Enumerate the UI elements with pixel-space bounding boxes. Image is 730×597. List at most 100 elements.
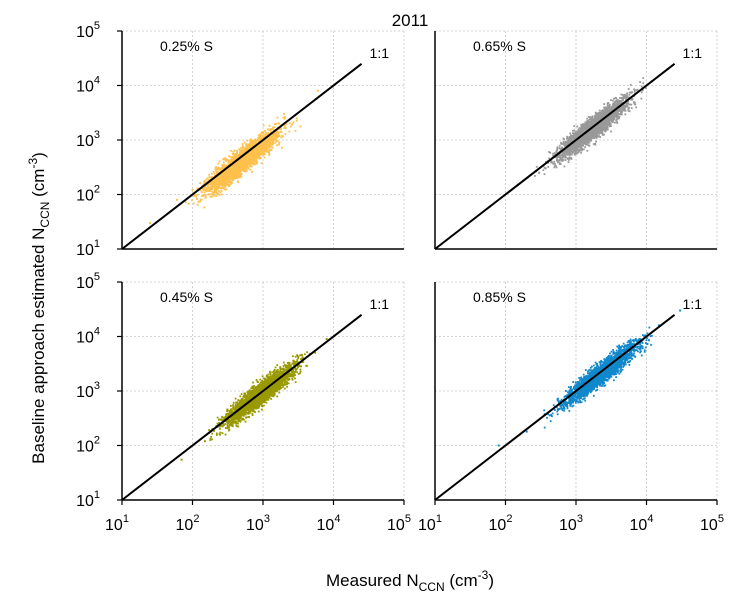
scatter-point [642, 82, 645, 85]
scatter-point [557, 154, 559, 157]
scatter-point [225, 182, 228, 185]
scatter-point [235, 165, 238, 168]
scatter-point [241, 165, 244, 168]
scatter-point [575, 145, 578, 147]
y-tick-label: 104 [76, 75, 100, 96]
scatter-point [634, 89, 636, 92]
scatter-point [586, 119, 589, 122]
scatter-point [256, 154, 259, 157]
scatter-point [609, 125, 612, 128]
scatter-point [242, 149, 245, 152]
scatter-point [239, 153, 241, 155]
scatter-point [234, 172, 236, 174]
scatter-point [237, 163, 240, 165]
scatter-point [610, 130, 612, 133]
scatter-point [561, 152, 564, 155]
scatter-point [254, 154, 257, 157]
scatter-point [241, 143, 244, 146]
scatter-point [273, 138, 275, 141]
scatter-point [587, 116, 590, 118]
scatter-point [568, 157, 571, 160]
scatter-point [610, 114, 613, 117]
scatter-point [615, 104, 618, 106]
scatter-point [272, 133, 275, 136]
scatter-point [256, 156, 259, 159]
scatter-point [222, 173, 225, 175]
scatter-point [550, 161, 552, 164]
scatter-point [581, 132, 583, 135]
scatter-point [559, 158, 562, 161]
scatter-point [203, 194, 205, 197]
scatter-point [587, 136, 590, 139]
scatter-point [600, 132, 603, 135]
scatter-point [574, 146, 577, 149]
scatter-point [247, 146, 250, 149]
scatter-point [545, 160, 547, 163]
scatter-point [217, 168, 220, 171]
scatter-point [210, 186, 212, 188]
scatter-point [597, 135, 600, 138]
scatter-point [248, 154, 251, 157]
scatter-point [587, 137, 589, 140]
scatter-point [208, 193, 211, 195]
scatter-point [250, 171, 253, 173]
scatter-point [208, 183, 211, 186]
scatter-point [235, 169, 238, 172]
scatter-point [215, 195, 218, 197]
scatter-point [234, 175, 237, 178]
scatter-point [270, 139, 273, 141]
scatter-point [576, 146, 579, 149]
scatter-point [267, 150, 270, 153]
scatter-point [227, 176, 229, 178]
scatter-point [616, 105, 619, 108]
scatter-point [260, 145, 263, 148]
scatter-point [579, 129, 582, 132]
scatter-point [611, 99, 614, 102]
scatter-point [202, 189, 205, 192]
scatter-point [217, 166, 220, 169]
scatter-point [213, 192, 215, 194]
scatter-point [604, 130, 607, 133]
scatter-point [203, 185, 206, 188]
scatter-point [620, 102, 623, 105]
scatter-point [645, 87, 647, 90]
scatter-point [559, 163, 562, 165]
scatter-point [633, 88, 635, 91]
scatter-point [586, 117, 589, 120]
scatter-point [224, 178, 226, 180]
scatter-point [261, 147, 263, 150]
scatter-point [591, 120, 594, 123]
scatter-point [273, 123, 276, 126]
scatter-point [604, 128, 607, 131]
scatter-point [234, 152, 237, 155]
scatter-point [249, 153, 252, 155]
scatter-point [584, 127, 587, 130]
scatter-point [547, 166, 550, 168]
scatter-point [586, 143, 589, 146]
scatter-point [566, 140, 569, 143]
scatter-point [601, 132, 604, 134]
scatter-point [589, 121, 591, 123]
scatter-point [250, 145, 253, 148]
scatter-point [614, 114, 617, 116]
scatter-point [222, 174, 225, 177]
scatter-point [574, 136, 577, 139]
scatter-point [595, 135, 598, 138]
scatter-point [225, 165, 227, 168]
scatter-point [560, 160, 563, 162]
scatter-point [260, 162, 263, 165]
scatter-point [259, 138, 262, 141]
scatter-point [613, 115, 616, 118]
scatter-point [254, 150, 257, 153]
scatter-point [201, 191, 203, 194]
scatter-point [261, 144, 264, 146]
scatter-point [229, 176, 231, 178]
scatter-point [228, 159, 231, 162]
scatter-point [603, 108, 606, 110]
scatter-point [231, 175, 234, 178]
scatter-point [563, 144, 566, 147]
scatter-point [211, 184, 214, 187]
scatter-point [216, 180, 219, 183]
scatter-point [292, 121, 295, 124]
